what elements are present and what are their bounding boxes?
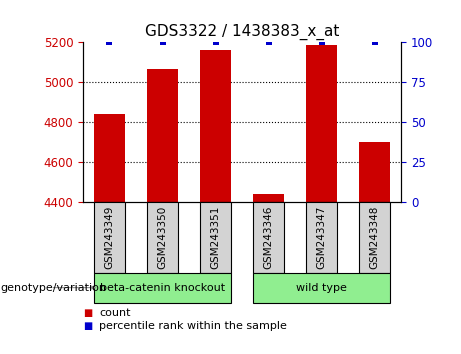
- Bar: [253, 194, 284, 354]
- Bar: [147, 69, 178, 354]
- Bar: [359, 142, 390, 354]
- Text: GSM243346: GSM243346: [264, 205, 273, 269]
- Text: percentile rank within the sample: percentile rank within the sample: [99, 321, 287, 331]
- Text: ■: ■: [83, 321, 92, 331]
- Text: count: count: [99, 308, 130, 318]
- Title: GDS3322 / 1438383_x_at: GDS3322 / 1438383_x_at: [145, 23, 339, 40]
- Text: beta-catenin knockout: beta-catenin knockout: [100, 282, 225, 293]
- Bar: [200, 50, 231, 354]
- Text: GSM243350: GSM243350: [158, 206, 167, 269]
- Bar: [94, 114, 125, 354]
- Text: GSM243347: GSM243347: [317, 205, 326, 269]
- Text: GSM243351: GSM243351: [211, 205, 220, 269]
- Text: ■: ■: [83, 308, 92, 318]
- Text: GSM243348: GSM243348: [370, 205, 379, 269]
- Text: GSM243349: GSM243349: [105, 205, 114, 269]
- Text: wild type: wild type: [296, 282, 347, 293]
- Text: genotype/variation: genotype/variation: [0, 282, 106, 293]
- Bar: [306, 45, 337, 354]
